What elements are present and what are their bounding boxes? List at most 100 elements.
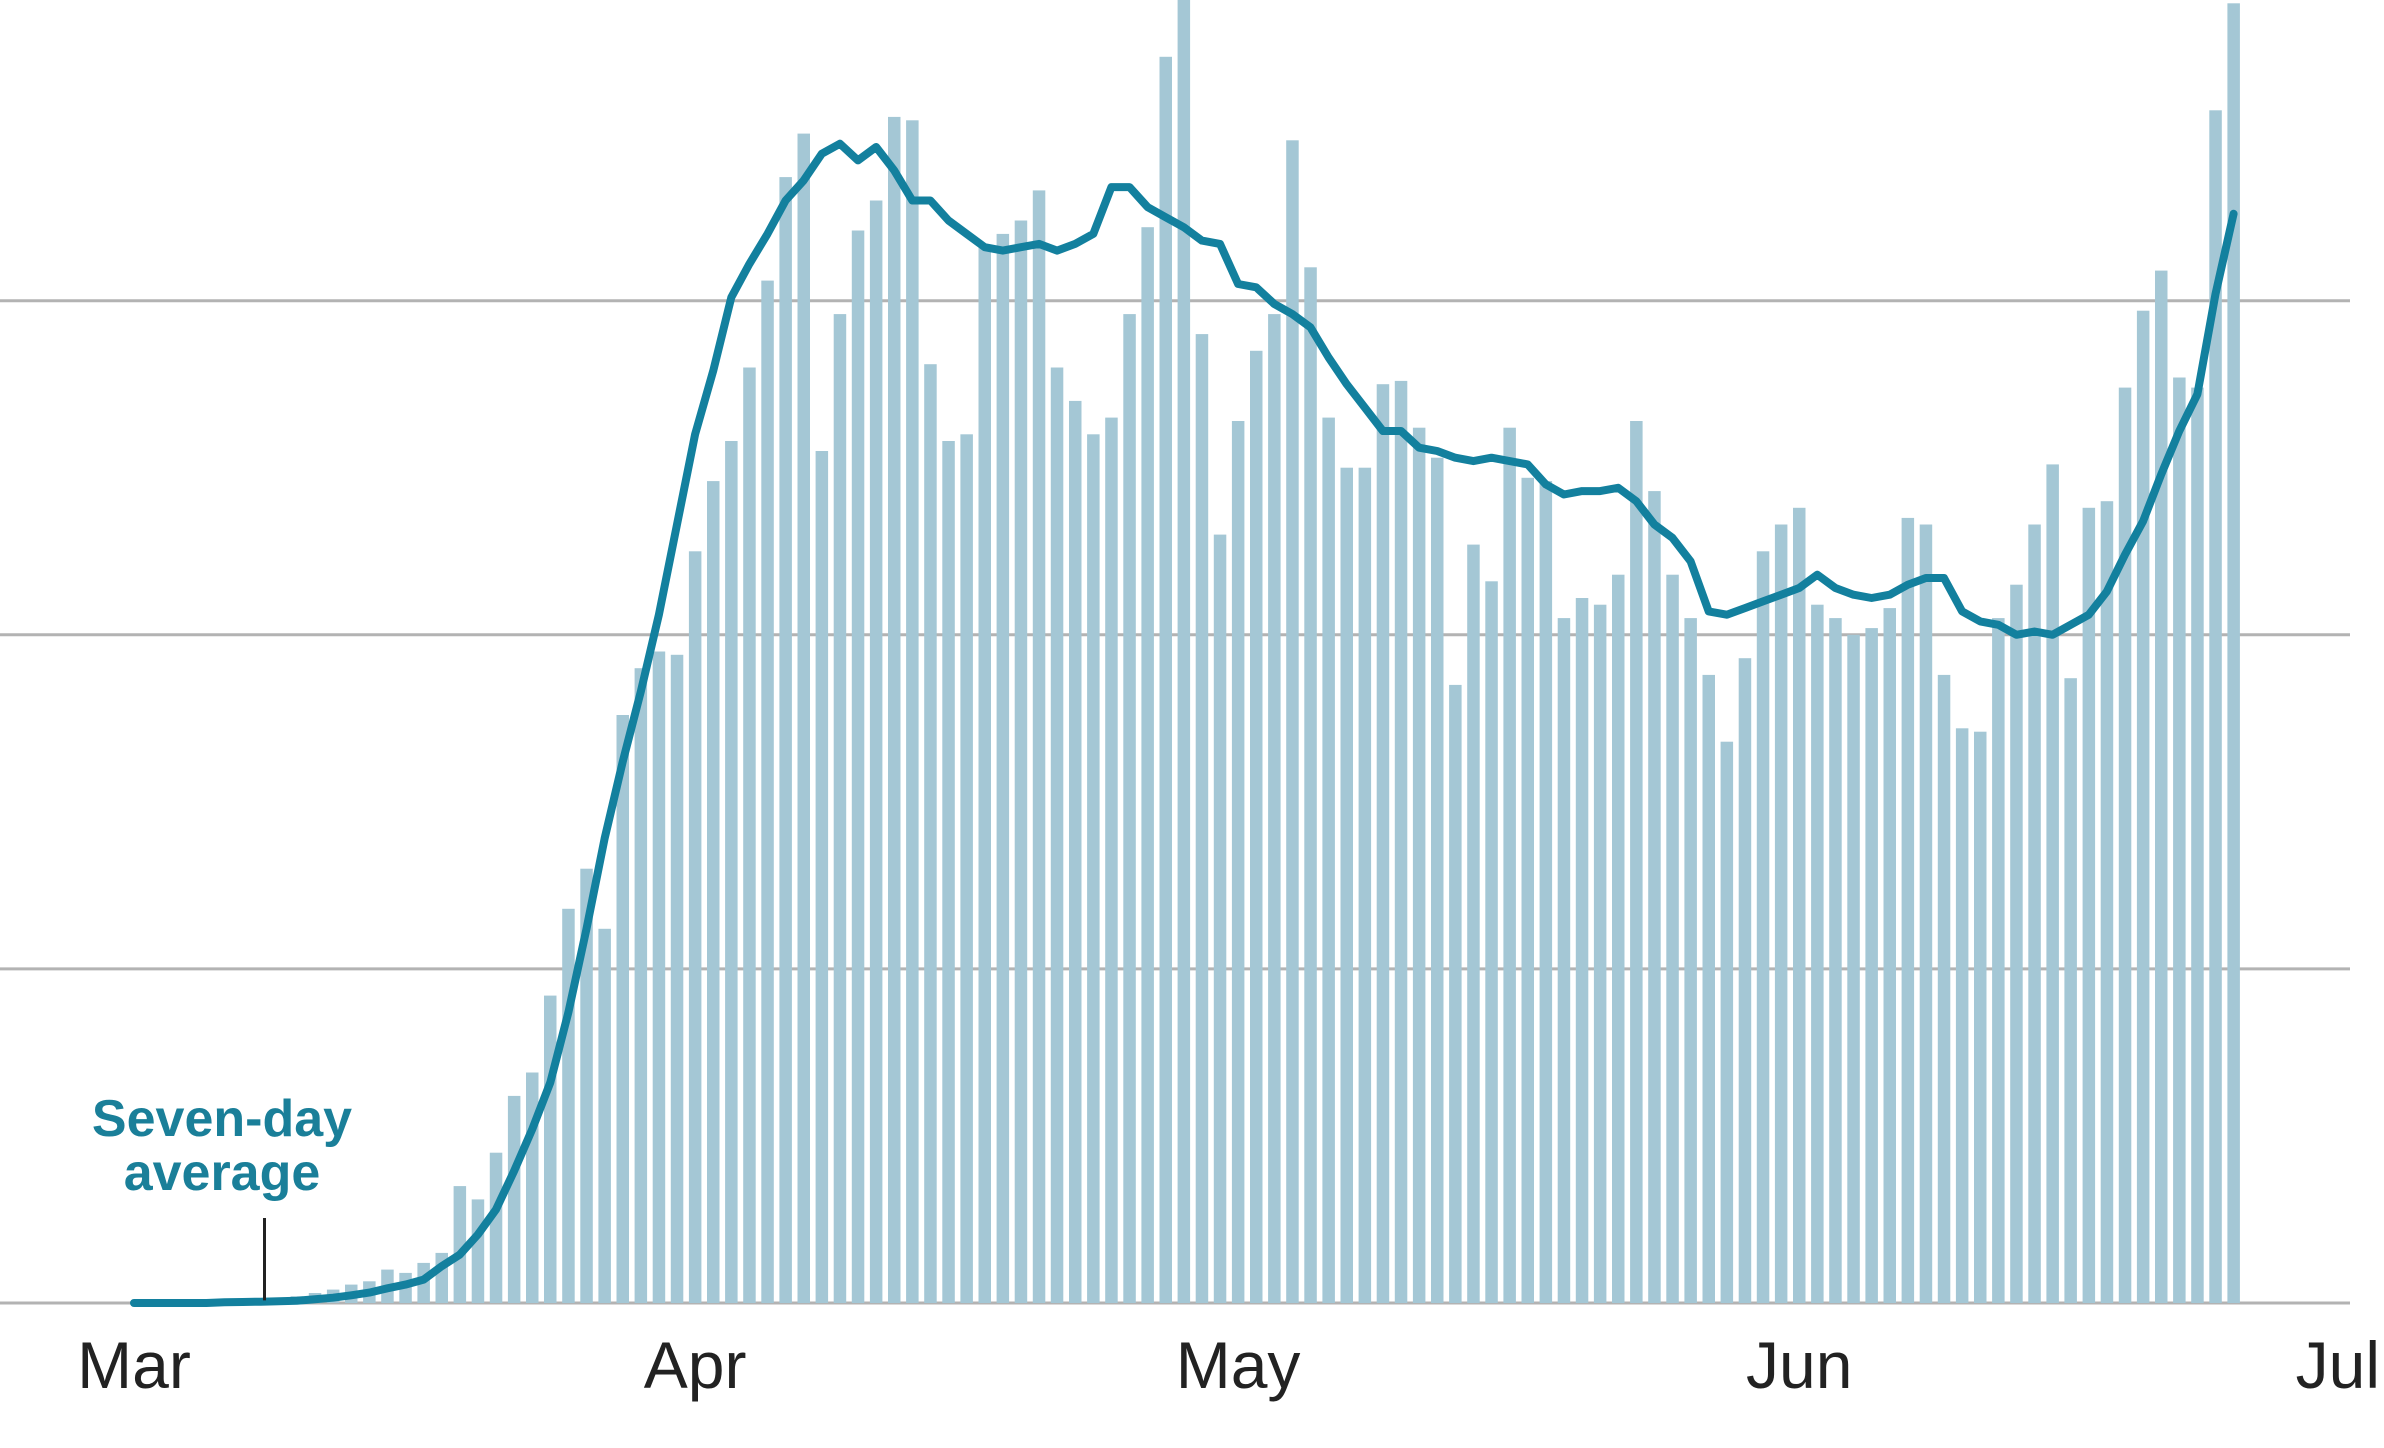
bar-day-74 (1449, 684, 1462, 1303)
bar-day-75 (1467, 544, 1480, 1303)
bar-day-35 (743, 367, 756, 1303)
bar-day-81 (1575, 598, 1589, 1303)
bar-day-92 (1774, 524, 1788, 1303)
bar-day-24 (544, 995, 557, 1303)
bar-day-48 (978, 247, 991, 1304)
bar-day-32 (688, 551, 702, 1303)
bar-day-79 (1539, 481, 1553, 1304)
bar-day-49 (996, 233, 1010, 1303)
bar-day-33 (707, 481, 720, 1304)
bar-day-108 (2064, 678, 2077, 1303)
bar-day-107 (2046, 464, 2059, 1303)
annotation-label-line-1: Seven-day (92, 1090, 352, 1148)
bar-day-57 (1141, 227, 1154, 1304)
bar-day-61 (1213, 534, 1227, 1303)
bar-day-22 (507, 1095, 521, 1303)
bar-day-96 (1847, 634, 1860, 1303)
bar-day-76 (1485, 581, 1498, 1303)
bar-day-78 (1521, 477, 1534, 1303)
bar-day-115 (2191, 387, 2204, 1304)
bar-day-60 (1195, 334, 1209, 1304)
bar-day-29 (634, 668, 648, 1303)
bar-day-101 (1937, 674, 1951, 1303)
seven-day-average-annotation: Seven-day average (92, 1090, 352, 1301)
bar-day-37 (779, 177, 792, 1304)
bar-day-77 (1503, 427, 1516, 1303)
bar-day-111 (2118, 387, 2132, 1304)
seven-day-average-line (130, 139, 2238, 1307)
bar-day-68 (1340, 467, 1353, 1303)
bar-day-86 (1666, 574, 1679, 1303)
bar-day-72 (1412, 427, 1426, 1303)
bar-day-54 (1087, 434, 1100, 1303)
bar-day-87 (1684, 618, 1697, 1303)
bar-day-64 (1268, 314, 1281, 1304)
bar-day-28 (616, 715, 629, 1303)
bar-day-41 (851, 230, 865, 1303)
bar-day-69 (1358, 467, 1372, 1303)
bar-day-21 (489, 1152, 503, 1303)
bar-day-89 (1720, 741, 1734, 1303)
x-tick-mar: Mar (77, 1328, 191, 1402)
bar-day-66 (1304, 267, 1317, 1303)
bar-day-65 (1286, 140, 1299, 1303)
bar-day-40 (833, 314, 847, 1304)
bar-day-100 (1919, 524, 1933, 1303)
bar-day-26 (580, 868, 593, 1303)
bar-day-19 (453, 1186, 467, 1303)
bar-day-62 (1231, 421, 1245, 1303)
bar-day-63 (1250, 350, 1263, 1303)
annotation-label-line-2: average (124, 1144, 321, 1202)
bar-day-70 (1376, 384, 1390, 1303)
bar-day-98 (1883, 608, 1896, 1303)
bar-day-51 (1032, 190, 1046, 1303)
bar-day-91 (1756, 551, 1770, 1303)
bar-day-50 (1014, 220, 1028, 1303)
bar-day-47 (960, 434, 973, 1303)
bar-day-71 (1394, 380, 1408, 1303)
bar-day-20 (471, 1199, 485, 1303)
bar-day-106 (2028, 524, 2041, 1303)
bar-day-84 (1630, 421, 1643, 1303)
bar-day-55 (1105, 417, 1118, 1304)
bar-day-88 (1702, 674, 1715, 1303)
bar-day-31 (670, 654, 684, 1303)
bar-day-53 (1069, 400, 1082, 1303)
bar-day-112 (2136, 310, 2150, 1303)
bar-day-73 (1431, 457, 1444, 1303)
bar-day-93 (1793, 507, 1806, 1303)
bar-day-44 (906, 120, 919, 1303)
bar-day-67 (1322, 417, 1335, 1304)
bar-day-94 (1811, 604, 1824, 1303)
bar-day-80 (1557, 618, 1571, 1303)
bar-day-42 (869, 200, 883, 1303)
daily-bars (272, 0, 2240, 1304)
bar-day-90 (1738, 658, 1752, 1303)
bar-day-117 (2227, 3, 2240, 1303)
bar-day-30 (652, 651, 666, 1303)
bar-day-114 (2173, 377, 2186, 1303)
bar-day-56 (1123, 314, 1136, 1304)
bar-day-34 (725, 441, 738, 1303)
bar-day-36 (761, 280, 774, 1304)
x-tick-jul: Jul (2296, 1328, 2380, 1402)
bar-day-85 (1648, 491, 1661, 1304)
bar-day-116 (2209, 110, 2222, 1303)
bar-day-46 (942, 441, 955, 1303)
x-axis-tick-labels: Mar Apr May Jun Jul (77, 1328, 2380, 1402)
bar-day-25 (562, 908, 575, 1303)
x-tick-apr: Apr (644, 1328, 747, 1402)
bar-day-102 (1955, 728, 1969, 1303)
bar-day-43 (888, 116, 901, 1303)
bar-day-110 (2100, 501, 2114, 1303)
bar-day-105 (2010, 584, 2023, 1303)
bar-day-104 (1992, 618, 2005, 1303)
x-tick-jun: Jun (1746, 1328, 1852, 1402)
bar-day-95 (1829, 618, 1842, 1303)
bar-day-83 (1612, 574, 1625, 1303)
bar-day-45 (924, 364, 937, 1303)
bar-day-97 (1865, 628, 1878, 1303)
bar-day-38 (797, 133, 810, 1304)
bar-day-109 (2082, 507, 2096, 1303)
